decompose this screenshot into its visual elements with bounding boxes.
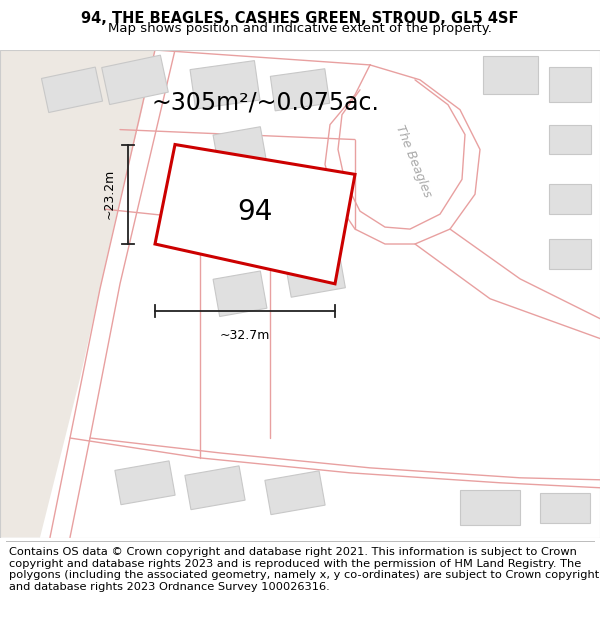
- Polygon shape: [549, 124, 591, 154]
- Polygon shape: [549, 68, 591, 102]
- Polygon shape: [155, 144, 355, 284]
- Polygon shape: [213, 206, 267, 252]
- Text: 94: 94: [238, 198, 272, 226]
- Text: ~305m²/~0.075ac.: ~305m²/~0.075ac.: [151, 91, 379, 115]
- Text: ~32.7m: ~32.7m: [220, 329, 270, 342]
- Text: The Beagles: The Beagles: [392, 123, 433, 199]
- Polygon shape: [284, 251, 346, 298]
- Polygon shape: [213, 271, 267, 316]
- Polygon shape: [41, 67, 103, 112]
- Polygon shape: [271, 69, 329, 111]
- Text: ~23.2m: ~23.2m: [103, 169, 116, 219]
- Polygon shape: [213, 127, 267, 173]
- Polygon shape: [482, 56, 538, 94]
- Text: Contains OS data © Crown copyright and database right 2021. This information is : Contains OS data © Crown copyright and d…: [9, 547, 599, 592]
- Polygon shape: [549, 184, 591, 214]
- Text: 94, THE BEAGLES, CASHES GREEN, STROUD, GL5 4SF: 94, THE BEAGLES, CASHES GREEN, STROUD, G…: [81, 11, 519, 26]
- Polygon shape: [190, 61, 260, 109]
- Polygon shape: [185, 466, 245, 509]
- Polygon shape: [0, 50, 155, 538]
- Polygon shape: [460, 490, 520, 525]
- Polygon shape: [265, 471, 325, 514]
- Polygon shape: [115, 461, 175, 504]
- Text: Map shows position and indicative extent of the property.: Map shows position and indicative extent…: [108, 22, 492, 35]
- Polygon shape: [102, 55, 168, 104]
- Polygon shape: [540, 492, 590, 522]
- Polygon shape: [549, 239, 591, 269]
